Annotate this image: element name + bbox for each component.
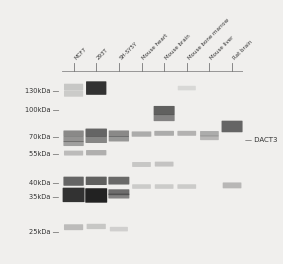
- FancyBboxPatch shape: [86, 150, 106, 155]
- Text: Mouse brain: Mouse brain: [164, 33, 192, 61]
- Text: 70kDa —: 70kDa —: [29, 134, 59, 140]
- Text: MCF7: MCF7: [74, 46, 88, 61]
- Text: Mouse heart: Mouse heart: [142, 33, 169, 61]
- FancyBboxPatch shape: [154, 115, 175, 121]
- FancyBboxPatch shape: [110, 227, 128, 231]
- Text: SH-SY5Y: SH-SY5Y: [119, 41, 139, 61]
- FancyBboxPatch shape: [154, 131, 174, 136]
- FancyBboxPatch shape: [200, 136, 219, 140]
- FancyBboxPatch shape: [108, 194, 129, 199]
- FancyBboxPatch shape: [87, 224, 106, 229]
- FancyBboxPatch shape: [64, 150, 83, 155]
- Text: — DACT3: — DACT3: [245, 137, 277, 143]
- FancyBboxPatch shape: [200, 131, 219, 136]
- FancyBboxPatch shape: [132, 131, 151, 137]
- FancyBboxPatch shape: [63, 141, 84, 146]
- FancyBboxPatch shape: [63, 177, 84, 186]
- FancyBboxPatch shape: [63, 130, 84, 137]
- FancyBboxPatch shape: [85, 188, 107, 203]
- FancyBboxPatch shape: [64, 84, 83, 91]
- Text: 130kDa —: 130kDa —: [25, 88, 59, 94]
- Text: 25kDa —: 25kDa —: [29, 229, 59, 235]
- Text: Mouse liver: Mouse liver: [209, 35, 235, 61]
- FancyBboxPatch shape: [155, 162, 173, 167]
- Text: Rat brain: Rat brain: [232, 39, 254, 61]
- FancyBboxPatch shape: [222, 121, 243, 132]
- Text: 100kDa —: 100kDa —: [25, 107, 59, 113]
- FancyBboxPatch shape: [86, 177, 107, 185]
- FancyBboxPatch shape: [63, 188, 85, 202]
- FancyBboxPatch shape: [154, 106, 175, 115]
- FancyBboxPatch shape: [223, 182, 241, 188]
- FancyBboxPatch shape: [132, 184, 151, 189]
- FancyBboxPatch shape: [64, 91, 83, 97]
- Text: Mouse bone marrow: Mouse bone marrow: [187, 17, 230, 61]
- Text: 35kDa —: 35kDa —: [29, 194, 59, 200]
- Text: 55kDa —: 55kDa —: [29, 151, 59, 157]
- FancyBboxPatch shape: [108, 177, 129, 185]
- FancyBboxPatch shape: [64, 224, 83, 230]
- FancyBboxPatch shape: [86, 81, 106, 95]
- FancyBboxPatch shape: [178, 86, 196, 90]
- FancyBboxPatch shape: [85, 136, 107, 143]
- FancyBboxPatch shape: [85, 129, 107, 137]
- FancyBboxPatch shape: [132, 162, 151, 167]
- FancyBboxPatch shape: [155, 184, 173, 189]
- FancyBboxPatch shape: [109, 130, 129, 137]
- FancyBboxPatch shape: [177, 184, 196, 189]
- FancyBboxPatch shape: [63, 137, 84, 142]
- FancyBboxPatch shape: [108, 189, 129, 195]
- Text: 40kDa —: 40kDa —: [29, 180, 59, 186]
- FancyBboxPatch shape: [177, 131, 196, 136]
- Text: 293T: 293T: [96, 48, 110, 61]
- FancyBboxPatch shape: [109, 136, 129, 142]
